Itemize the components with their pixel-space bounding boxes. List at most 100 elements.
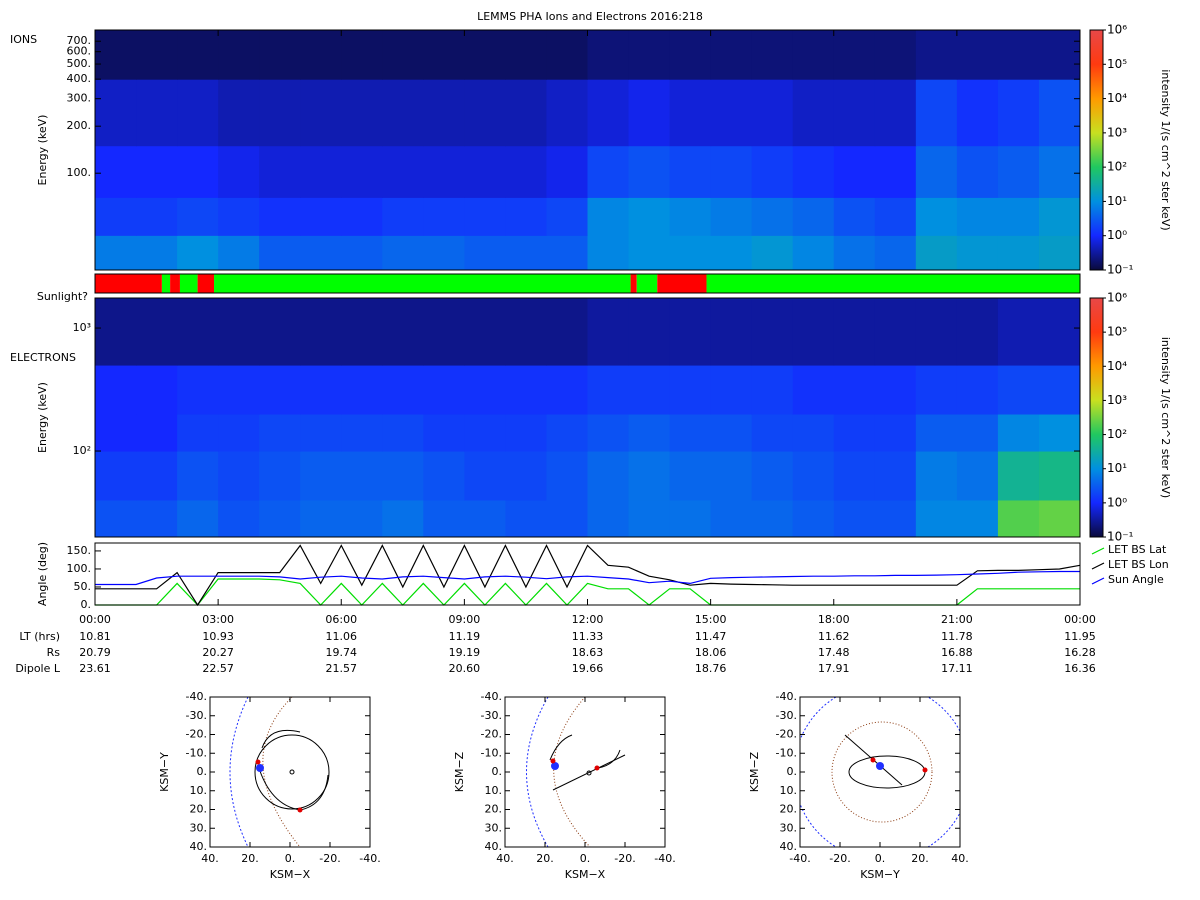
heatmap-cell	[997, 365, 1040, 415]
panel-label: IONS	[10, 33, 37, 46]
x-tick-label: 20.	[241, 852, 259, 865]
heatmap-cell	[505, 79, 547, 147]
y-tick-label: 20.	[780, 803, 798, 816]
heatmap-cell	[546, 145, 588, 198]
series-line	[95, 570, 1080, 586]
table-value: 11.78	[941, 630, 973, 643]
heatmap-cell	[382, 145, 424, 198]
x-tick-label: -20.	[829, 852, 850, 865]
end-marker	[594, 765, 600, 771]
y-tick-label: 10.	[780, 784, 798, 797]
legend-label: Sun Angle	[1108, 573, 1164, 586]
heatmap-cell	[382, 30, 424, 80]
heatmap-cell	[177, 79, 219, 147]
heatmap-cell	[177, 365, 219, 415]
magnetopause	[229, 697, 249, 847]
heatmap-cell	[628, 145, 671, 198]
chart-title: LEMMS PHA Ions and Electrons 2016:218	[477, 10, 703, 23]
sunlight-segment	[630, 274, 637, 293]
heatmap-cell	[546, 197, 588, 236]
x-tick-label: 03:00	[202, 613, 234, 626]
heatmap-cell	[710, 79, 753, 147]
heatmap-cell	[423, 451, 465, 501]
y-tick-label: -30.	[186, 709, 207, 722]
heatmap-cell	[874, 298, 917, 366]
y-axis-label: KSM−Z	[748, 751, 761, 792]
x-tick-label: -40.	[654, 852, 675, 865]
legend-swatch	[1091, 547, 1105, 555]
heatmap-cell	[669, 145, 712, 198]
x-tick-label: -40.	[359, 852, 380, 865]
heatmap-cell	[751, 414, 794, 452]
heatmap-cell	[710, 451, 753, 501]
heatmap-cell	[956, 145, 999, 198]
heatmap-cell	[95, 79, 137, 147]
y-tick-label: 0.	[492, 765, 503, 778]
heatmap-cell	[505, 499, 547, 538]
heatmap-cell	[628, 235, 671, 271]
heatmap-cell	[136, 30, 178, 80]
heatmap-cell	[505, 298, 547, 366]
y-tick-label: -30.	[776, 709, 797, 722]
heatmap-cell	[710, 197, 753, 236]
heatmap-cell	[95, 235, 137, 271]
heatmap-cell	[423, 298, 465, 366]
table-value: 20.60	[449, 662, 481, 675]
heatmap-cell	[382, 79, 424, 147]
legend-swatch	[1091, 562, 1105, 570]
heatmap-cell	[833, 30, 876, 80]
heatmap-cell	[997, 298, 1040, 366]
colorbar-tick-label: 10⁰	[1107, 495, 1127, 509]
table-value: 17.11	[941, 662, 973, 675]
heatmap-cell	[464, 499, 506, 538]
start-marker	[550, 758, 556, 764]
y-tick-label: 700.	[67, 34, 92, 47]
y-tick-label: 0.	[197, 765, 208, 778]
heatmap-cell	[95, 30, 137, 80]
heatmap-cell	[300, 365, 342, 415]
table-value: 19.74	[326, 646, 358, 659]
heatmap-cell	[587, 414, 630, 452]
heatmap-cell	[136, 235, 178, 271]
heatmap-cell	[546, 499, 588, 538]
spacecraft-track	[551, 762, 559, 770]
heatmap-cell	[874, 145, 917, 198]
heatmap-cell	[710, 30, 753, 80]
heatmap-cell	[177, 235, 219, 271]
heatmap-cell	[464, 298, 506, 366]
heatmap-cell	[587, 365, 630, 415]
heatmap-cell	[382, 499, 424, 538]
heatmap-cell	[341, 365, 383, 415]
heatmap-cell	[833, 145, 876, 198]
y-axis-label: Energy (keV)	[36, 382, 49, 453]
heatmap-cell	[710, 414, 753, 452]
bar-frame	[94, 273, 1081, 294]
x-tick-label: 09:00	[449, 613, 481, 626]
table-value: 21.57	[326, 662, 358, 675]
orbit-path	[254, 734, 330, 810]
heatmap-cell	[136, 451, 178, 501]
heatmap-cell	[1038, 451, 1081, 501]
heatmap-cell	[300, 197, 342, 236]
heatmap-cell	[915, 30, 958, 80]
heatmap-cell	[587, 79, 630, 147]
x-tick-label: 00:00	[1064, 613, 1096, 626]
heatmap-cell	[218, 451, 260, 501]
heatmap-cell	[1038, 235, 1081, 271]
heatmap-cell	[505, 365, 547, 415]
x-tick-label: 00:00	[79, 613, 111, 626]
heatmap-cell	[177, 30, 219, 80]
y-tick-label: 0.	[787, 765, 798, 778]
heatmap-cell	[300, 298, 342, 366]
heatmap-cell	[259, 451, 301, 501]
heatmap-cell	[669, 235, 712, 271]
heatmap-cell	[136, 499, 178, 538]
y-tick-label: 600.	[67, 45, 92, 58]
heatmap-cell	[95, 451, 137, 501]
heatmap-cell	[546, 451, 588, 501]
y-tick-label: -40.	[186, 690, 207, 703]
y-tick-label: 0.	[81, 598, 92, 611]
x-tick-label: 0.	[285, 852, 296, 865]
x-axis-label: KSM−X	[270, 868, 311, 881]
